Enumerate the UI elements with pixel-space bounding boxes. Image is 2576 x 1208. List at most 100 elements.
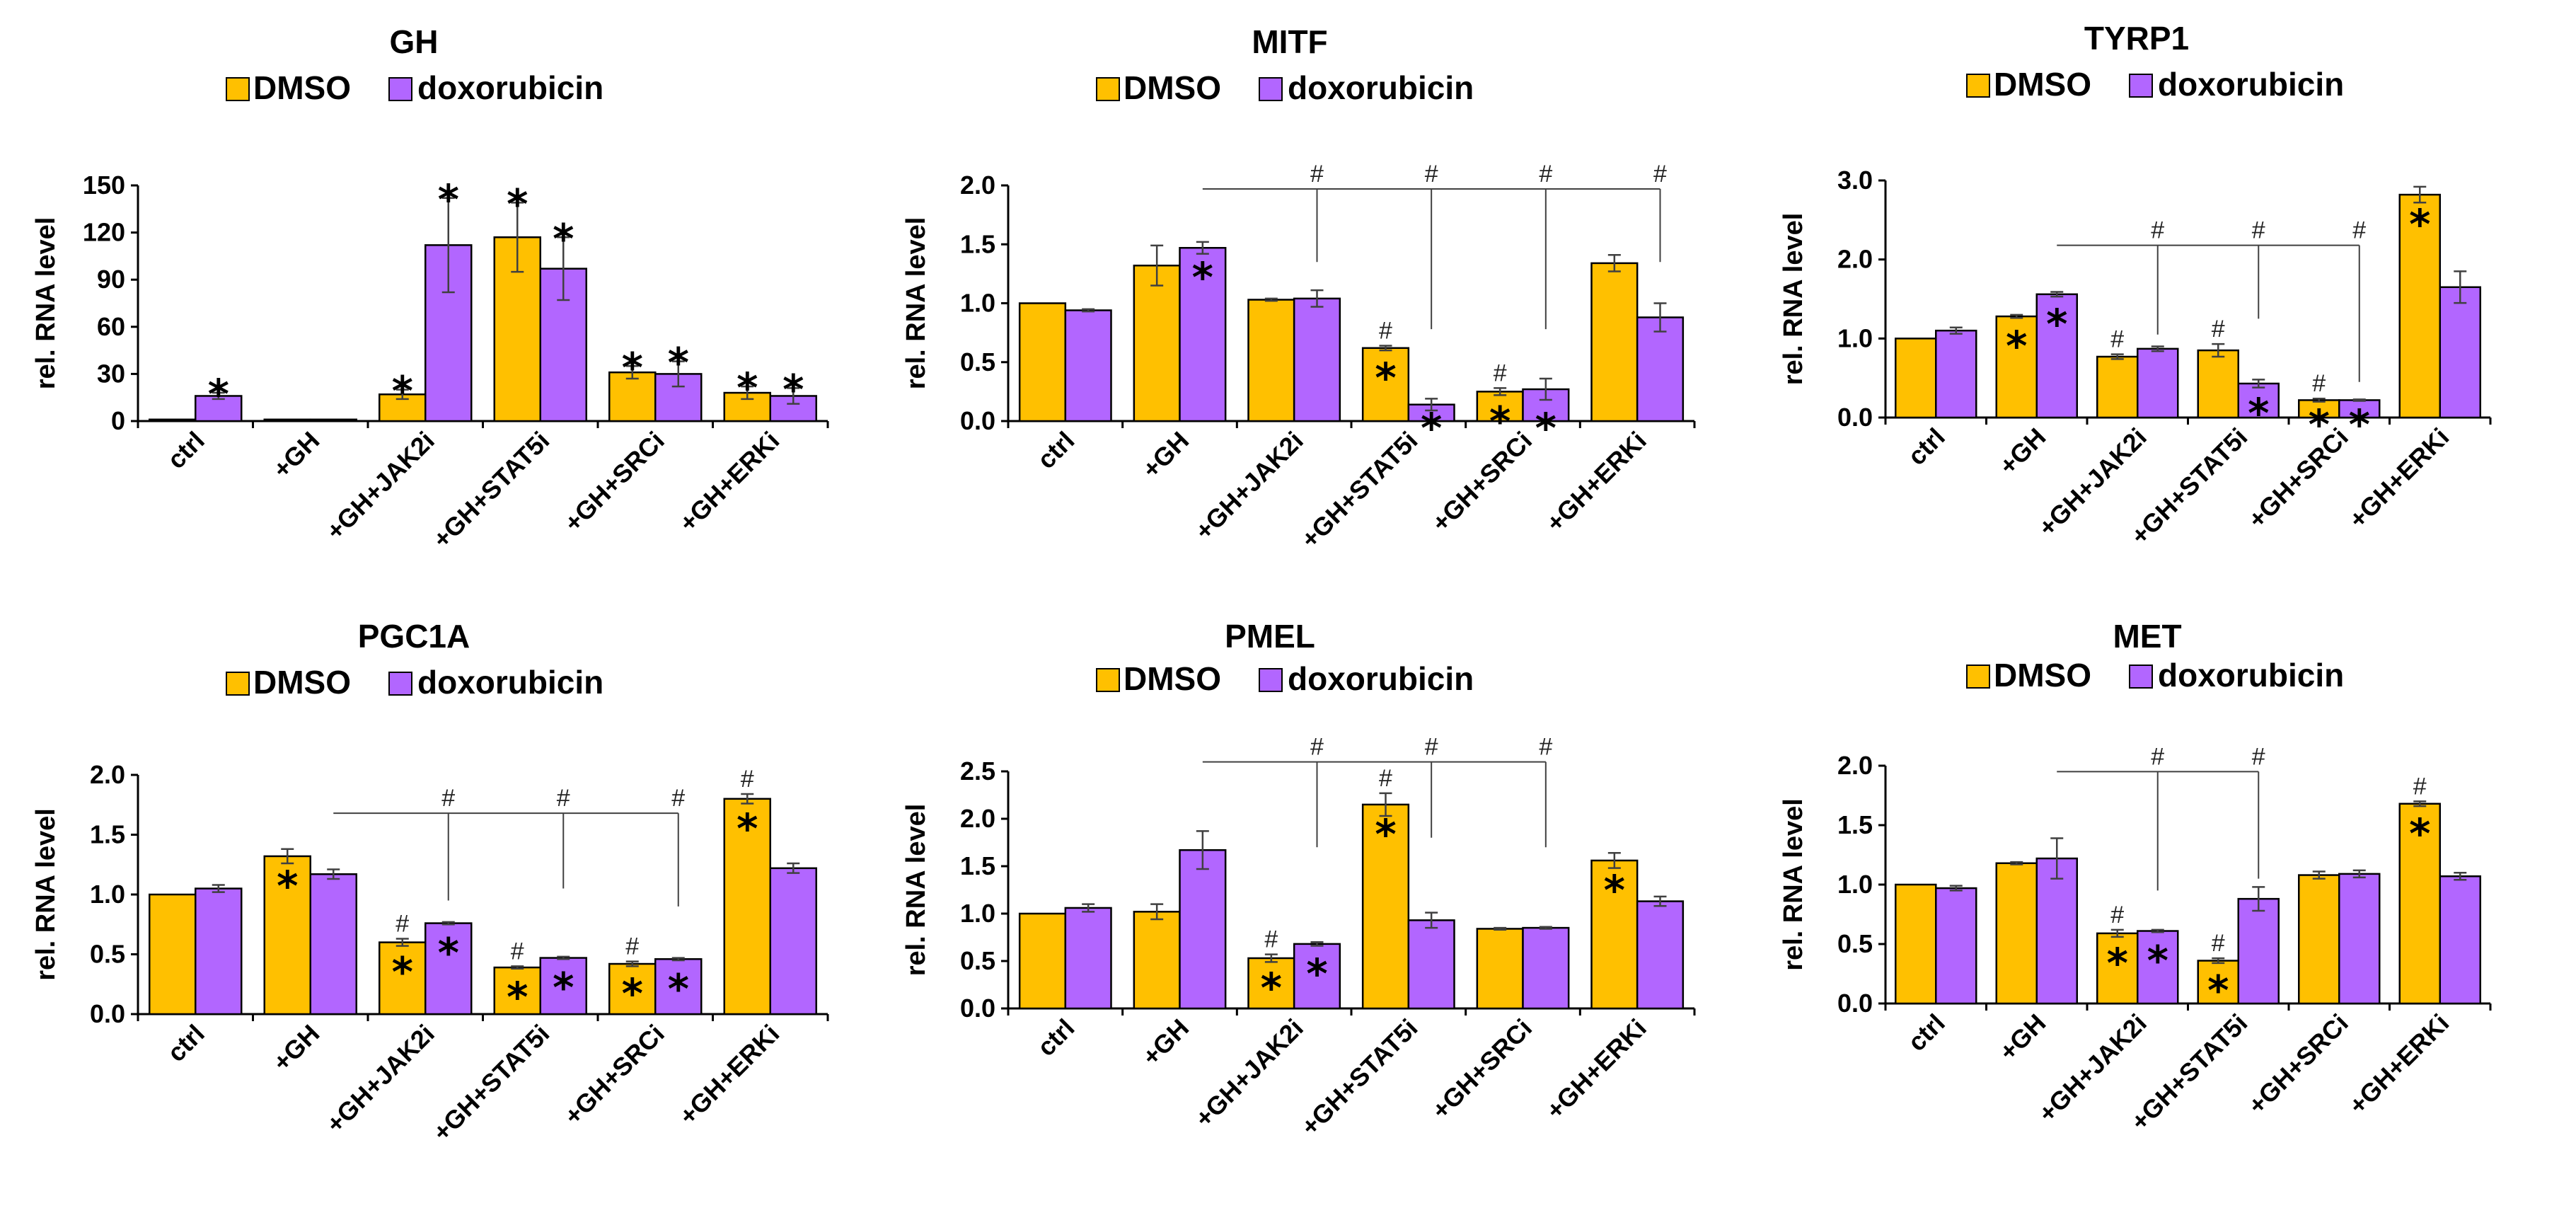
bar-doxorubicin-ctrl [1935, 887, 1977, 1005]
bar-dmso-gh [1995, 862, 2038, 1005]
legend-label-doxorubicin: doxorubicin [417, 664, 603, 701]
significance-star: * [553, 964, 574, 1012]
bar-dmso-gh-erki [1590, 859, 1639, 1010]
significance-hash: # [2110, 902, 2124, 928]
significance-hash: # [2110, 326, 2124, 353]
significance-star: * [668, 339, 689, 387]
chart-title: MITF [1252, 23, 1327, 60]
significance-star: * [392, 948, 413, 996]
significance-hash: # [2413, 773, 2427, 800]
x-tick-label: +GH+ERKi [1540, 1013, 1652, 1125]
significance-hash: # [2212, 316, 2225, 343]
bracket-hash: # [671, 785, 685, 812]
x-tick-label: +GH+ERKi [1540, 426, 1652, 538]
bar-dmso-gh-erki [723, 798, 771, 1016]
bracket-hash: # [557, 785, 570, 812]
y-tick-label: 1.0 [960, 899, 995, 928]
significance-hash: # [1264, 926, 1278, 953]
x-tick-label: +GH+SRCi [2242, 1008, 2354, 1120]
bar-doxorubicin-gh [1179, 849, 1227, 1010]
bar-dmso-ctrl [1018, 912, 1067, 1010]
x-tick-label: +GH+ERKi [674, 1019, 785, 1131]
significance-star: * [782, 365, 804, 413]
significance-star: * [2207, 967, 2229, 1015]
x-tick-label: +GH [267, 1019, 325, 1077]
bar-doxorubicin-gh-jak2i [1293, 943, 1341, 1010]
y-axis-label: rel. RNA level [901, 804, 931, 977]
legend-swatch-doxorubicin [1259, 77, 1283, 101]
y-tick-label: 2.0 [1837, 751, 1873, 780]
bar-dmso-gh-stat5i [493, 966, 541, 1016]
chart-title: PMEL [1225, 618, 1315, 655]
bracket-hash: # [1310, 161, 1324, 188]
legend-swatch-dmso [226, 77, 250, 101]
legend-swatch-dmso [1096, 77, 1120, 101]
significance-star: * [1375, 810, 1396, 858]
bar-doxorubicin-gh-jak2i [2137, 930, 2179, 1005]
significance-hash: # [395, 911, 409, 938]
significance-hash: # [2312, 370, 2326, 397]
significance-star: * [1489, 397, 1511, 445]
y-tick-label: 0.0 [90, 999, 125, 1028]
significance-star: * [1535, 404, 1556, 452]
bar-doxorubicin-gh-srci [654, 958, 703, 1016]
bar-dmso-gh-erki [2398, 803, 2441, 1005]
legend-label-doxorubicin: doxorubicin [2158, 657, 2344, 694]
legend-swatch-doxorubicin [388, 77, 412, 101]
x-tick-label: +GH+SRCi [1426, 1013, 1537, 1125]
significance-star: * [2248, 389, 2269, 437]
bar-doxorubicin-gh-srci [1522, 926, 1570, 1010]
significance-star: * [2147, 937, 2168, 985]
x-tick-label: +GH+SRCi [2242, 422, 2354, 534]
legend-swatch-doxorubicin [388, 672, 412, 696]
significance-star: * [208, 370, 229, 418]
x-tick-label: +GH+JAK2i [1189, 426, 1309, 546]
x-tick-label: +GH [1136, 1013, 1194, 1071]
significance-star: * [1306, 950, 1327, 998]
y-tick-label: 0 [111, 406, 125, 435]
bracket-hash: # [1539, 161, 1552, 188]
x-tick-label: +GH+STAT5i [1295, 426, 1423, 554]
legend-label-doxorubicin: doxorubicin [1288, 69, 1474, 106]
significance-star: * [2409, 810, 2430, 858]
bar-doxorubicin-gh-erki [1636, 900, 1685, 1010]
bar-doxorubicin-gh-erki [2439, 875, 2481, 1005]
x-tick-label: ctrl [1902, 422, 1951, 471]
y-tick-label: 120 [83, 218, 125, 247]
legend: DMSO doxorubicin [226, 69, 603, 106]
y-tick-label: 3.0 [1837, 166, 1873, 195]
legend: DMSO doxorubicin [226, 664, 603, 701]
bar-doxorubicin-gh [309, 418, 357, 422]
x-tick-label: ctrl [161, 1019, 210, 1068]
panel-mitf: MITF DMSO doxorubicin rel. RNA level 0.0 0.5 1… [901, 23, 1696, 554]
significance-hash: # [741, 766, 754, 793]
legend-swatch-doxorubicin [2129, 74, 2153, 98]
bar-doxorubicin-gh-stat5i [539, 957, 587, 1016]
bar-doxorubicin-ctrl [195, 887, 243, 1016]
significance-star: * [2349, 401, 2370, 449]
x-tick-label: +GH+SRCi [1426, 426, 1537, 538]
x-tick-label: +GH+STAT5i [427, 1019, 555, 1147]
significance-star: * [438, 929, 459, 977]
x-tick-label: +GH [1993, 1008, 2051, 1066]
legend: DMSO doxorubicin [1096, 660, 1474, 697]
bar-dmso-gh [1133, 264, 1181, 422]
legend: DMSO doxorubicin [1096, 69, 1474, 106]
bar-dmso-gh-srci [608, 962, 657, 1016]
bar-dmso-gh-srci [2298, 874, 2340, 1005]
bar-doxorubicin-gh-erki [769, 867, 817, 1016]
y-tick-label: 2.0 [960, 804, 995, 833]
x-tick-label: ctrl [1032, 426, 1080, 475]
bar-doxorubicin-gh-jak2i [1293, 297, 1341, 422]
significance-star: * [507, 973, 528, 1021]
legend-swatch-dmso [1096, 668, 1120, 692]
y-tick-label: 0.5 [960, 347, 995, 376]
bar-dmso-ctrl [149, 418, 197, 422]
y-tick-label: 0.0 [960, 406, 995, 435]
y-tick-label: 150 [83, 171, 125, 200]
legend: DMSO doxorubicin [1966, 66, 2344, 103]
bracket-hash: # [2252, 743, 2265, 770]
significance-star: * [622, 970, 643, 1018]
bar-dmso-gh-jak2i [1247, 299, 1295, 422]
